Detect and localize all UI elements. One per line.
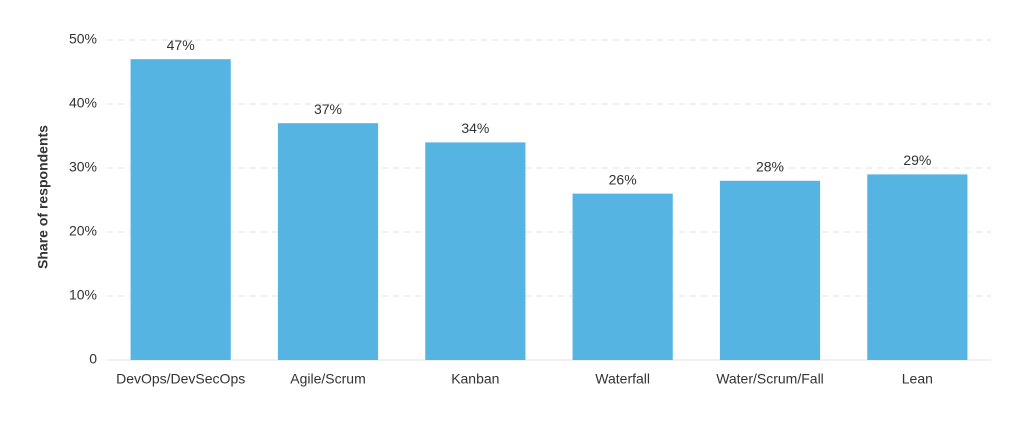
bar [572,193,673,360]
y-tick-label: 20% [69,223,97,239]
value-label: 34% [461,120,489,136]
value-label: 28% [756,159,784,175]
y-tick-label: 50% [69,31,97,47]
y-tick-label: 40% [69,95,97,111]
bar [719,180,821,360]
x-tick-label: Kanban [451,371,499,387]
value-label: 47% [167,37,195,53]
y-tick-label: 10% [69,287,97,303]
bar [277,123,379,360]
bar [130,59,231,360]
y-axis-title: Share of respondents [35,125,51,269]
value-label: 37% [314,101,342,117]
x-tick-label: Water/Scrum/Fall [716,371,824,387]
x-tick-label: Waterfall [595,371,650,387]
y-tick-label: 0 [89,351,97,367]
x-tick-label: DevOps/DevSecOps [116,371,245,387]
bar [425,142,526,360]
bar [867,174,968,360]
x-tick-label: Agile/Scrum [290,371,365,387]
value-label: 26% [609,171,637,187]
value-label: 29% [903,152,931,168]
x-tick-label: Lean [902,371,933,387]
y-tick-label: 30% [69,159,97,175]
